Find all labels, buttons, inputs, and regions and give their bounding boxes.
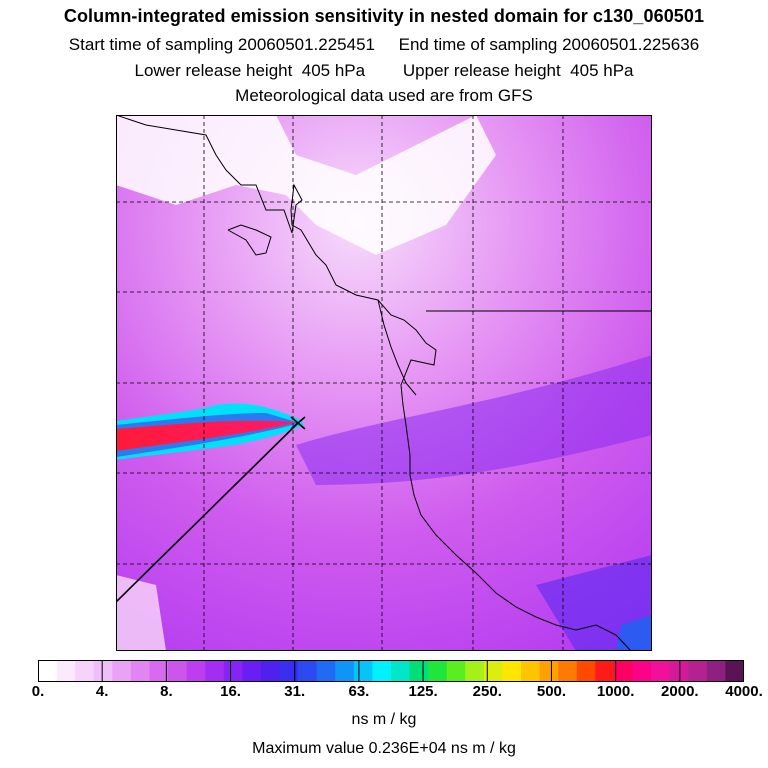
colorbar-swatch xyxy=(651,660,671,682)
met-data-line: Meteorological data used are from GFS xyxy=(235,86,533,105)
colorbar-tick-label: 4000. xyxy=(725,683,763,700)
colorbar-swatch xyxy=(539,660,559,682)
colorbar-swatch xyxy=(260,660,281,682)
coastline xyxy=(116,115,632,651)
colorbar-frame xyxy=(38,660,744,682)
colorbar-swatch xyxy=(391,660,411,682)
colorbar-swatch xyxy=(298,660,318,682)
colorbar-tick-label: 8. xyxy=(160,683,173,700)
colorbar-swatch xyxy=(242,660,262,682)
maximum-value-text: Maximum value 0.236E+04 ns m / kg xyxy=(252,740,516,757)
colorbar-swatch xyxy=(372,660,392,682)
colorbar-swatch xyxy=(93,660,113,682)
colorbar-swatch xyxy=(353,660,373,682)
lat-lon-grid xyxy=(116,115,652,651)
colorbar-swatch xyxy=(632,660,652,682)
sampling-time-line: Start time of sampling 20060501.225451 E… xyxy=(68,35,700,54)
colorbar-swatch xyxy=(335,660,355,682)
color-scale-bar xyxy=(38,660,744,682)
colorbar-swatch xyxy=(502,660,522,682)
flight-track xyxy=(116,422,299,603)
colorbar-swatch xyxy=(168,660,188,682)
colorbar-units: ns m / kg xyxy=(351,711,417,728)
colorbar-swatch xyxy=(56,660,76,682)
colorbar-swatch xyxy=(706,660,726,682)
colorbar-swatch xyxy=(223,660,243,682)
colorbar-swatch xyxy=(75,660,95,682)
blue-patch-southeast xyxy=(616,615,652,651)
colorbar-swatch xyxy=(558,660,578,682)
colorbar-swatch xyxy=(279,660,299,682)
colorbar-swatch xyxy=(725,660,744,682)
colorbar-swatch xyxy=(205,660,225,682)
colorbar-swatch xyxy=(595,660,615,682)
release-height-line: Lower release height 405 hPa Upper relea… xyxy=(134,61,634,80)
colorbar-swatch xyxy=(112,660,132,682)
colorbar-tick-label: 0. xyxy=(31,683,45,700)
colorbar-swatch xyxy=(149,660,169,682)
low-sensitivity-region-west xyxy=(116,575,166,651)
receptor-cross-marker xyxy=(290,416,306,430)
colorbar-swatch xyxy=(316,660,336,682)
baja-peninsula xyxy=(377,299,417,396)
colorbar-tick-label: 16. xyxy=(220,683,241,700)
plot-title: Column-integrated emission sensitivity i… xyxy=(63,6,705,26)
colorbar-tick-label: 250. xyxy=(472,683,502,700)
island-coast xyxy=(227,224,272,256)
colorbar-swatch xyxy=(428,660,448,682)
colorbar-tick-label: 4. xyxy=(95,683,109,700)
colorbar-tick-label: 1000. xyxy=(596,683,635,700)
colorbar-tick-label: 125. xyxy=(408,683,438,700)
colorbar-tick-label: 2000. xyxy=(661,683,699,700)
plume-core xyxy=(116,420,298,451)
colorbar-swatch xyxy=(130,660,150,682)
colorbar-tick-label: 63. xyxy=(348,683,370,700)
map-frame xyxy=(116,115,652,651)
colorbar-swatch xyxy=(483,660,503,682)
colorbar-tick-label: 500. xyxy=(536,683,567,700)
colorbar-swatch xyxy=(465,660,485,682)
colorbar-swatch xyxy=(409,660,429,682)
colorbar-swatch xyxy=(186,660,206,682)
colorbar-swatch xyxy=(688,660,708,682)
colorbar-swatch xyxy=(669,660,689,682)
colorbar-swatch xyxy=(38,660,58,682)
colorbar-swatch xyxy=(521,660,541,682)
colorbar-swatch xyxy=(576,660,596,682)
low-sensitivity-region-north xyxy=(116,115,496,255)
emission-sensitivity-map xyxy=(116,115,652,651)
colorbar-swatch xyxy=(613,660,634,682)
colorbar-swatch xyxy=(446,660,466,682)
colorbar-tick-label: 31. xyxy=(284,683,306,700)
